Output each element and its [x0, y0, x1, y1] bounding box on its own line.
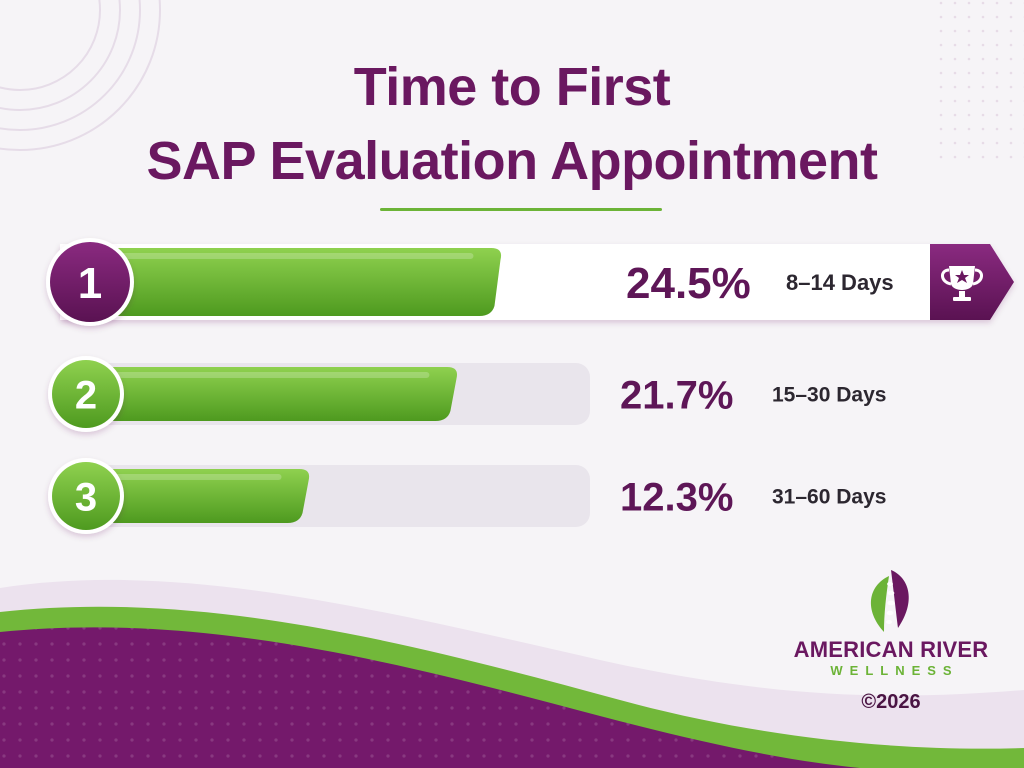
bar-3-highlight	[110, 474, 282, 480]
title-divider	[380, 208, 662, 211]
bar-3	[80, 469, 310, 523]
category-label-2: 15–30 Days	[772, 384, 886, 407]
brand-name-line-2: WELLNESS	[830, 663, 959, 678]
copyright-text: ©2026	[861, 691, 921, 713]
rank-label-3: 3	[75, 475, 97, 519]
leaf-spine-icon	[870, 570, 909, 632]
bar-row-3: 3 12.3% 31–60 Days	[48, 458, 886, 534]
trophy-icon	[941, 266, 983, 301]
rank-label-2: 2	[75, 373, 97, 417]
bar-2-highlight	[110, 372, 430, 378]
bar-1-highlight	[110, 253, 474, 259]
brand-logo: AMERICAN RIVER WELLNESS ©2026	[786, 566, 996, 714]
value-label-2: 21.7%	[620, 373, 733, 417]
value-label-3: 12.3%	[620, 475, 733, 519]
rank-label-1: 1	[78, 259, 102, 308]
category-label-1: 8–14 Days	[786, 270, 894, 295]
chart-title-line-1: Time to First	[353, 57, 671, 117]
corner-dots	[930, 0, 1024, 160]
brand-name-line-1: AMERICAN RIVER	[793, 637, 989, 662]
bar-row-1: 1 24.5% 8–14 Days	[46, 238, 1014, 326]
chart-title-line-2: SAP Evaluation Appointment	[146, 131, 878, 191]
wave-purple-dots	[0, 627, 860, 768]
value-label-1: 24.5%	[626, 259, 751, 308]
bar-row-2: 2 21.7% 15–30 Days	[48, 356, 886, 432]
bar-2	[80, 367, 458, 421]
corner-rings	[0, 0, 161, 151]
bar-1	[80, 248, 502, 316]
category-label-3: 31–60 Days	[772, 486, 886, 509]
